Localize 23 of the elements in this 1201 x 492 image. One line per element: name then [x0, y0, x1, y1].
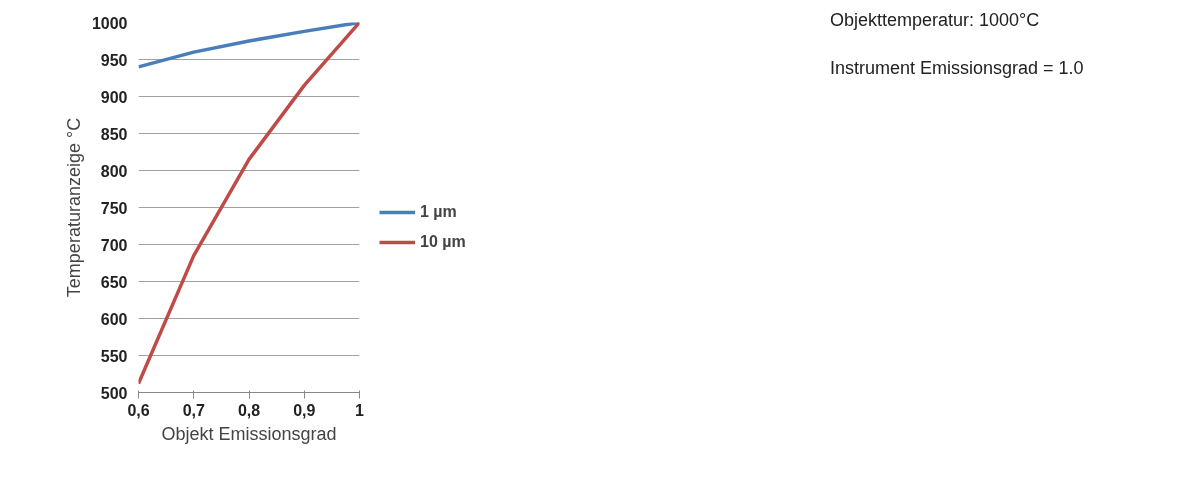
- x-tick-label: 0,7: [182, 401, 205, 419]
- y-axis-title: Temperaturanzeige °C: [63, 117, 84, 298]
- y-tick-label: 600: [100, 310, 128, 328]
- y-tick-label: 500: [100, 384, 128, 402]
- y-tick-label: 750: [100, 199, 128, 217]
- legend-label: 10 µm: [420, 233, 466, 251]
- x-tick-label: 0,6: [127, 401, 150, 419]
- x-tick-label: 0,9: [293, 401, 316, 419]
- x-tick-label: 0,8: [237, 401, 261, 419]
- y-tick-label: 550: [100, 347, 128, 365]
- y-tick-label: 950: [100, 51, 128, 69]
- text: Instrument Emissionsgrad = 1.0: [830, 56, 1084, 80]
- legend-label: 1 µm: [420, 203, 457, 221]
- line-series: [138, 22, 360, 386]
- x-tick-label: 1: [355, 401, 365, 419]
- y-tick-label: 850: [100, 125, 128, 143]
- y-tick-label: 800: [100, 162, 128, 180]
- text: Objekttemperatur: 1000°C: [830, 9, 1041, 32]
- y-tick-label: 900: [100, 88, 128, 106]
- y-tick-label: 700: [100, 236, 128, 254]
- x-axis-title: Objekt Emissionsgrad: [161, 423, 337, 444]
- y-tick-label: 650: [100, 273, 128, 291]
- y-tick-label: 1000: [91, 14, 128, 32]
